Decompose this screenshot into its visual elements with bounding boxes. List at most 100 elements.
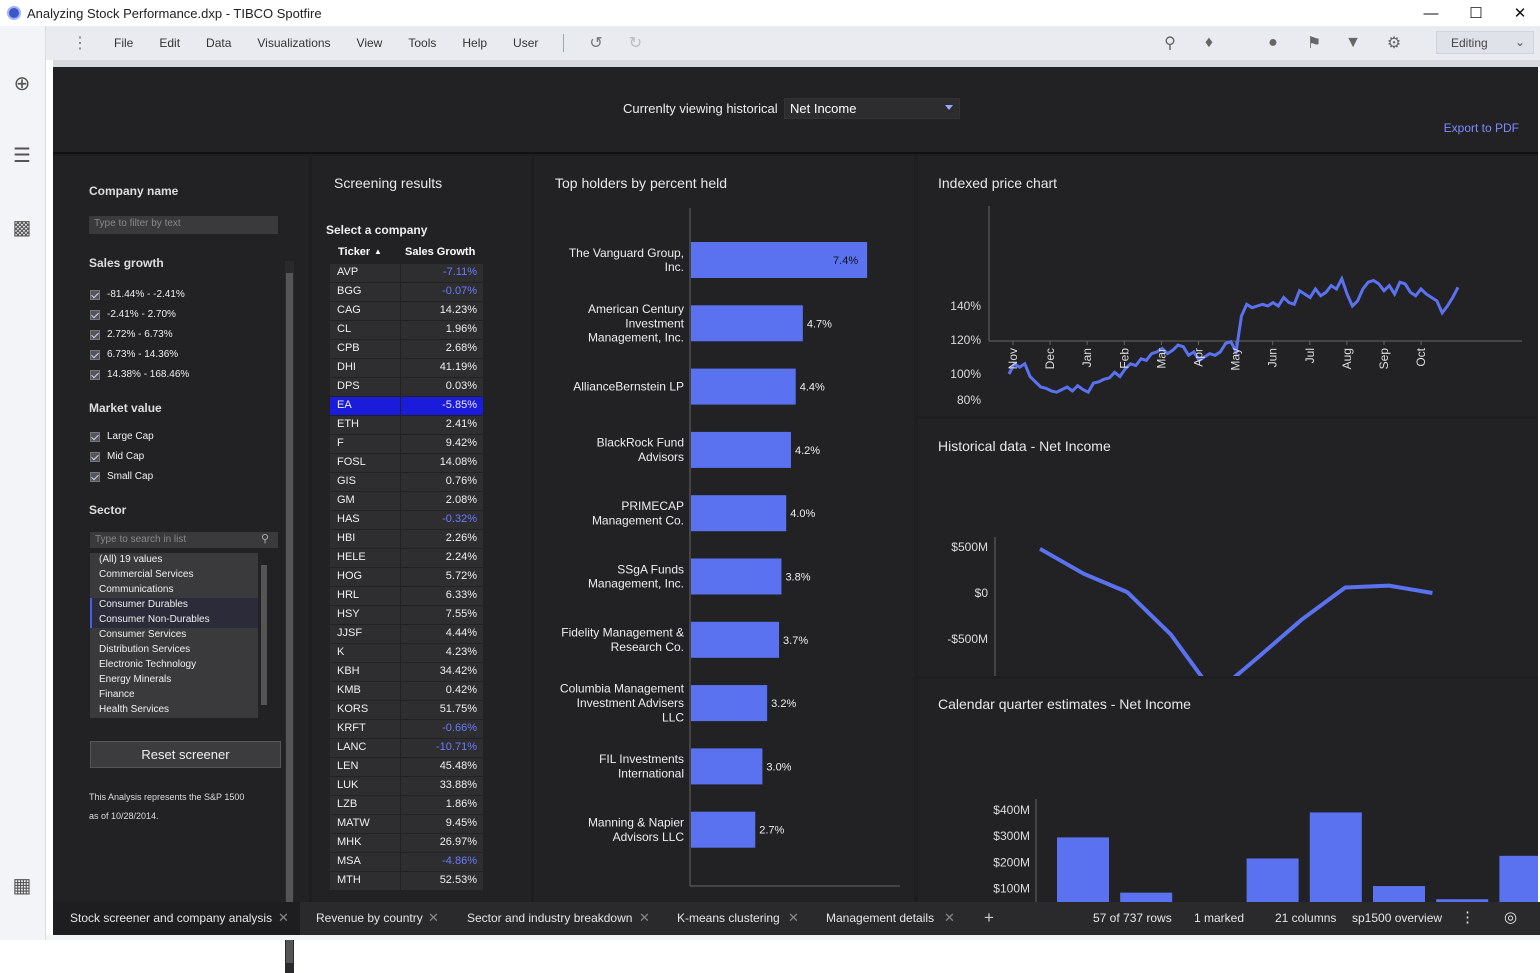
ticker-cell[interactable]: HBI bbox=[330, 530, 400, 548]
ticker-cell[interactable]: LANC bbox=[330, 739, 400, 757]
sector-list-scrollbar[interactable] bbox=[261, 565, 267, 705]
ticker-cell[interactable]: GIS bbox=[330, 473, 400, 491]
sales-growth-cell[interactable]: 1.96% bbox=[401, 321, 483, 339]
menu-data[interactable]: Data bbox=[206, 36, 232, 50]
notifications-icon[interactable]: ♦ bbox=[1204, 34, 1214, 51]
export-pdf-link[interactable]: Export to PDF bbox=[1443, 121, 1519, 135]
sector-list[interactable]: (All) 19 values Commercial Services Comm… bbox=[90, 553, 267, 718]
ticker-cell[interactable]: MHK bbox=[330, 834, 400, 852]
table-row[interactable]: JJSF 4.44% bbox=[330, 625, 483, 643]
maximize-icon[interactable]: ☐ bbox=[1469, 5, 1483, 22]
sector-search-input[interactable]: Type to search in list bbox=[90, 532, 278, 548]
ticker-cell[interactable]: K bbox=[330, 644, 400, 662]
table-row[interactable]: AVP -7.11% bbox=[330, 264, 483, 282]
sales-growth-cell[interactable]: 5.72% bbox=[401, 568, 483, 586]
table-row[interactable]: LUK 33.88% bbox=[330, 777, 483, 795]
ticker-cell[interactable]: MTH bbox=[330, 872, 400, 890]
sector-item[interactable]: Communications bbox=[99, 584, 174, 595]
ticker-cell[interactable]: ETH bbox=[330, 416, 400, 434]
filter-icon[interactable]: ▼ bbox=[1345, 34, 1361, 51]
sales-growth-cell[interactable]: 0.42% bbox=[401, 682, 483, 700]
globe-icon[interactable]: ◎ bbox=[1504, 909, 1518, 926]
add-page-icon[interactable]: + bbox=[984, 908, 994, 927]
sales-growth-cell[interactable]: 2.68% bbox=[401, 340, 483, 358]
ticker-cell[interactable]: LZB bbox=[330, 796, 400, 814]
sales-growth-cell[interactable]: 14.23% bbox=[401, 302, 483, 320]
market-value-checkbox[interactable]: Mid Cap bbox=[90, 451, 144, 462]
tab-revenue-by-country[interactable]: Revenue by country bbox=[316, 911, 423, 925]
more-menu-icon[interactable]: ⋮ bbox=[72, 35, 88, 52]
sector-item[interactable]: Consumer Non-Durables bbox=[99, 614, 210, 625]
ticker-cell[interactable]: KMB bbox=[330, 682, 400, 700]
ticker-cell[interactable]: BGG bbox=[330, 283, 400, 301]
table-row[interactable]: KORS 51.75% bbox=[330, 701, 483, 719]
ticker-cell[interactable]: JJSF bbox=[330, 625, 400, 643]
table-row[interactable]: MSA -4.86% bbox=[330, 853, 483, 871]
table-row[interactable]: KRFT -0.66% bbox=[330, 720, 483, 738]
ticker-cell[interactable]: KORS bbox=[330, 701, 400, 719]
ticker-cell[interactable]: AVP bbox=[330, 264, 400, 282]
table-row[interactable]: LANC -10.71% bbox=[330, 739, 483, 757]
sales-growth-cell[interactable]: 14.08% bbox=[401, 454, 483, 472]
sector-item[interactable]: Commercial Services bbox=[99, 569, 194, 580]
close-tab-icon[interactable]: ✕ bbox=[944, 910, 955, 925]
menu-help[interactable]: Help bbox=[462, 36, 488, 50]
sales-growth-cell[interactable]: 2.24% bbox=[401, 549, 483, 567]
sales-growth-cell[interactable]: 0.76% bbox=[401, 473, 483, 491]
table-row[interactable]: MTH 52.53% bbox=[330, 872, 483, 890]
mode-dropdown[interactable]: Editing ⌄ bbox=[1436, 31, 1534, 54]
table-row[interactable]: HBI 2.26% bbox=[330, 530, 483, 548]
table-row[interactable]: BGG -0.07% bbox=[330, 283, 483, 301]
sector-item[interactable]: Distribution Services bbox=[99, 644, 191, 655]
sales-growth-cell[interactable]: 7.55% bbox=[401, 606, 483, 624]
ticker-cell[interactable]: KBH bbox=[330, 663, 400, 681]
market-value-checkbox[interactable]: Small Cap bbox=[90, 471, 153, 482]
sales-growth-cell[interactable]: 1.86% bbox=[401, 796, 483, 814]
table-row[interactable]: HRL 6.33% bbox=[330, 587, 483, 605]
menu-edit[interactable]: Edit bbox=[159, 36, 181, 50]
menu-visualizations[interactable]: Visualizations bbox=[257, 36, 331, 50]
table-row[interactable]: DPS 0.03% bbox=[330, 378, 483, 396]
sales-growth-cell[interactable]: -5.85% bbox=[401, 397, 483, 415]
data-table-icon[interactable]: ☰ bbox=[13, 144, 31, 167]
sales-growth-checkbox[interactable]: 6.73% - 14.36% bbox=[90, 349, 178, 360]
sales-growth-cell[interactable]: 9.45% bbox=[401, 815, 483, 833]
ticker-cell[interactable]: CPB bbox=[330, 340, 400, 358]
table-row[interactable]: HAS -0.32% bbox=[330, 511, 483, 529]
sales-growth-cell[interactable]: -0.66% bbox=[401, 720, 483, 738]
sales-growth-cell[interactable]: 2.41% bbox=[401, 416, 483, 434]
table-row[interactable]: CPB 2.68% bbox=[330, 340, 483, 358]
visualization-icon[interactable]: ▩ bbox=[12, 216, 32, 239]
sector-item[interactable]: Electronic Technology bbox=[99, 659, 197, 670]
sales-growth-cell[interactable]: 2.26% bbox=[401, 530, 483, 548]
ticker-cell[interactable]: HAS bbox=[330, 511, 400, 529]
table-row[interactable]: EA -5.85% bbox=[330, 397, 483, 415]
sales-growth-cell[interactable]: 51.75% bbox=[401, 701, 483, 719]
filter-scrollbar[interactable] bbox=[285, 261, 294, 973]
table-row[interactable]: ETH 2.41% bbox=[330, 416, 483, 434]
table-row[interactable]: DHI 41.19% bbox=[330, 359, 483, 377]
sales-growth-cell[interactable]: 45.48% bbox=[401, 758, 483, 776]
table-row[interactable]: CAG 14.23% bbox=[330, 302, 483, 320]
sector-item[interactable]: Consumer Services bbox=[99, 629, 187, 640]
tab-sector-breakdown[interactable]: Sector and industry breakdown bbox=[467, 911, 633, 925]
table-row[interactable]: HSY 7.55% bbox=[330, 606, 483, 624]
ticker-cell[interactable]: F bbox=[330, 435, 400, 453]
table-row[interactable]: MHK 26.97% bbox=[330, 834, 483, 852]
sales-growth-checkbox[interactable]: 14.38% - 168.46% bbox=[90, 369, 189, 380]
close-window-icon[interactable]: ✕ bbox=[1513, 5, 1527, 22]
menu-view[interactable]: View bbox=[356, 36, 383, 50]
table-row[interactable]: HELE 2.24% bbox=[330, 549, 483, 567]
bookmark-icon[interactable]: ⚑ bbox=[1306, 35, 1322, 52]
tab-management-details[interactable]: Management details bbox=[826, 911, 935, 925]
ticker-cell[interactable]: KRFT bbox=[330, 720, 400, 738]
ticker-cell[interactable]: HELE bbox=[330, 549, 400, 567]
table-row[interactable]: MATW 9.45% bbox=[330, 815, 483, 833]
table-row[interactable]: K 4.23% bbox=[330, 644, 483, 662]
ticker-column-header[interactable]: Ticker bbox=[338, 246, 371, 258]
ticker-cell[interactable]: HSY bbox=[330, 606, 400, 624]
metric-dropdown[interactable]: Net Income bbox=[784, 98, 960, 119]
search-icon[interactable]: ⚲ bbox=[1164, 35, 1176, 52]
sector-item[interactable]: Finance bbox=[99, 689, 135, 700]
ticker-cell[interactable]: DPS bbox=[330, 378, 400, 396]
